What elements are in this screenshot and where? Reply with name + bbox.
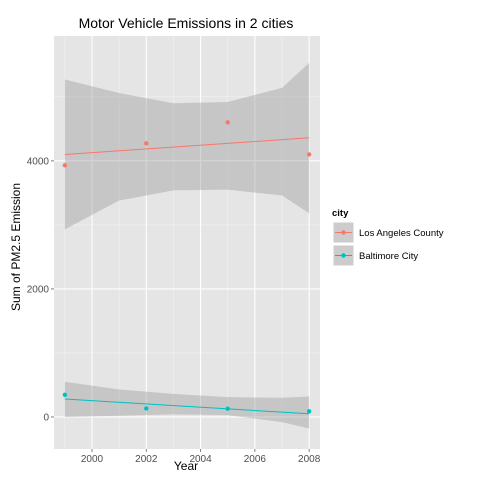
x-tick-label: 2002: [135, 454, 158, 465]
y-tick-label: 4000: [27, 156, 50, 167]
legend-label: Baltimore City: [359, 251, 418, 262]
chart-title: Motor Vehicle Emissions in 2 cities: [79, 15, 294, 31]
x-tick-label: 2004: [189, 454, 212, 465]
data-point: [144, 141, 149, 146]
x-tick-label: 2008: [298, 454, 321, 465]
data-point: [62, 392, 68, 397]
data-point: [62, 163, 68, 168]
x-axis-title: Year: [174, 459, 198, 473]
legend-key-point: [341, 230, 346, 235]
data-point: [225, 120, 230, 125]
data-point: [225, 406, 230, 411]
legend-label: Los Angeles County: [359, 228, 444, 239]
data-point: [306, 409, 312, 414]
y-tick-label: 0: [43, 412, 49, 423]
trend-line: [64, 137, 310, 155]
legend-title: city: [332, 208, 349, 219]
data-point: [144, 406, 149, 411]
grid-lines: [54, 36, 320, 449]
data-points: [62, 120, 312, 414]
y-axis-ticks: 0 2000 4000: [27, 156, 54, 423]
y-tick-label: 2000: [27, 284, 50, 295]
plot-panel: [54, 36, 320, 449]
data-point: [306, 152, 312, 157]
trend-lines: [64, 137, 310, 415]
legend: city Los Angeles County Baltimore City: [332, 208, 444, 267]
y-axis-title: Sum of PM2.5 Emission: [9, 183, 23, 311]
confidence-band: [64, 381, 310, 429]
legend-key-point: [341, 253, 346, 258]
x-tick-label: 2000: [81, 454, 104, 465]
x-axis-ticks: 2000 2002 2004 2006 2008: [81, 449, 321, 465]
x-tick-label: 2006: [244, 454, 267, 465]
trend-line: [64, 398, 310, 415]
